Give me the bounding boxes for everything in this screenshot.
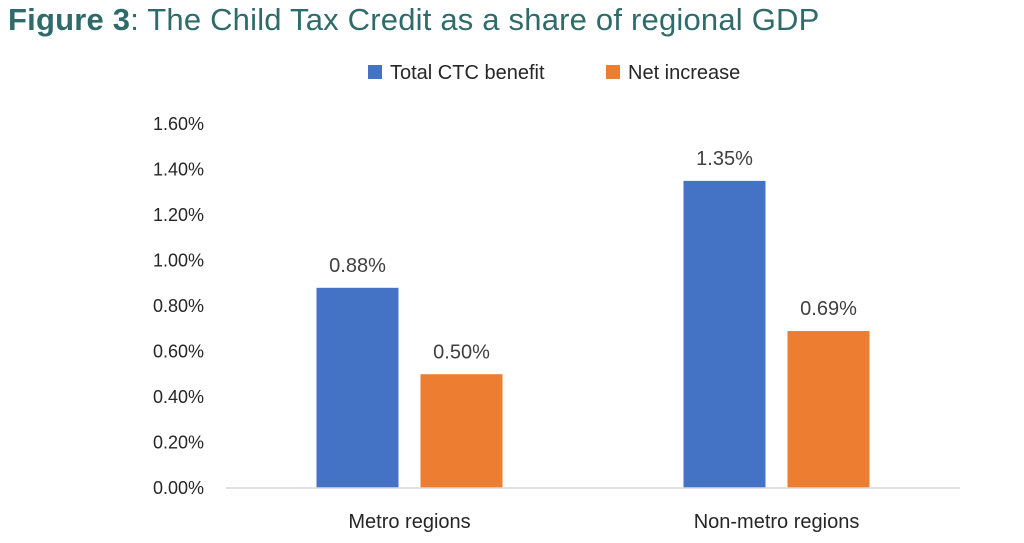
x-category-label: Metro regions [348,511,470,533]
y-tick-label: 1.00% [153,251,204,271]
data-label: 0.50% [433,341,490,363]
data-label: 0.88% [329,255,386,277]
legend: Total CTC benefit Net increase [368,62,740,84]
legend-label: Net increase [628,62,740,84]
y-axis: 0.00% 0.20% 0.40% 0.60% 0.80% 1.00% 1.20% 1.40%… [153,114,204,498]
figure-title: The Child Tax Credit as a share of regio… [139,2,820,37]
bar-net-increase [420,374,503,488]
legend-label: Total CTC benefit [390,62,545,84]
chart-title: Figure 3: The Child Tax Credit as a shar… [8,2,819,38]
figure-label: Figure 3 [8,2,131,37]
bar-total-ctc-benefit [316,287,399,488]
bar-net-increase [787,331,870,488]
legend-swatch [368,65,382,79]
bars: 0.88% 0.50% 1.35% 0.69% [316,148,870,488]
x-category-label: Non-metro regions [694,511,860,533]
y-tick-label: 0.40% [153,387,204,407]
y-tick-label: 0.80% [153,296,204,316]
x-axis: Metro regions Non-metro regions [226,487,960,533]
bar-total-ctc-benefit [683,180,766,488]
legend-swatch [606,65,620,79]
y-tick-label: 0.00% [153,478,204,498]
y-tick-label: 0.20% [153,433,204,453]
y-tick-label: 1.60% [153,114,204,134]
data-label: 1.35% [696,148,753,170]
y-tick-label: 1.20% [153,205,204,225]
data-label: 0.69% [800,298,857,320]
y-tick-label: 0.60% [153,342,204,362]
figure-separator: : [130,2,140,37]
y-tick-label: 1.40% [153,160,204,180]
